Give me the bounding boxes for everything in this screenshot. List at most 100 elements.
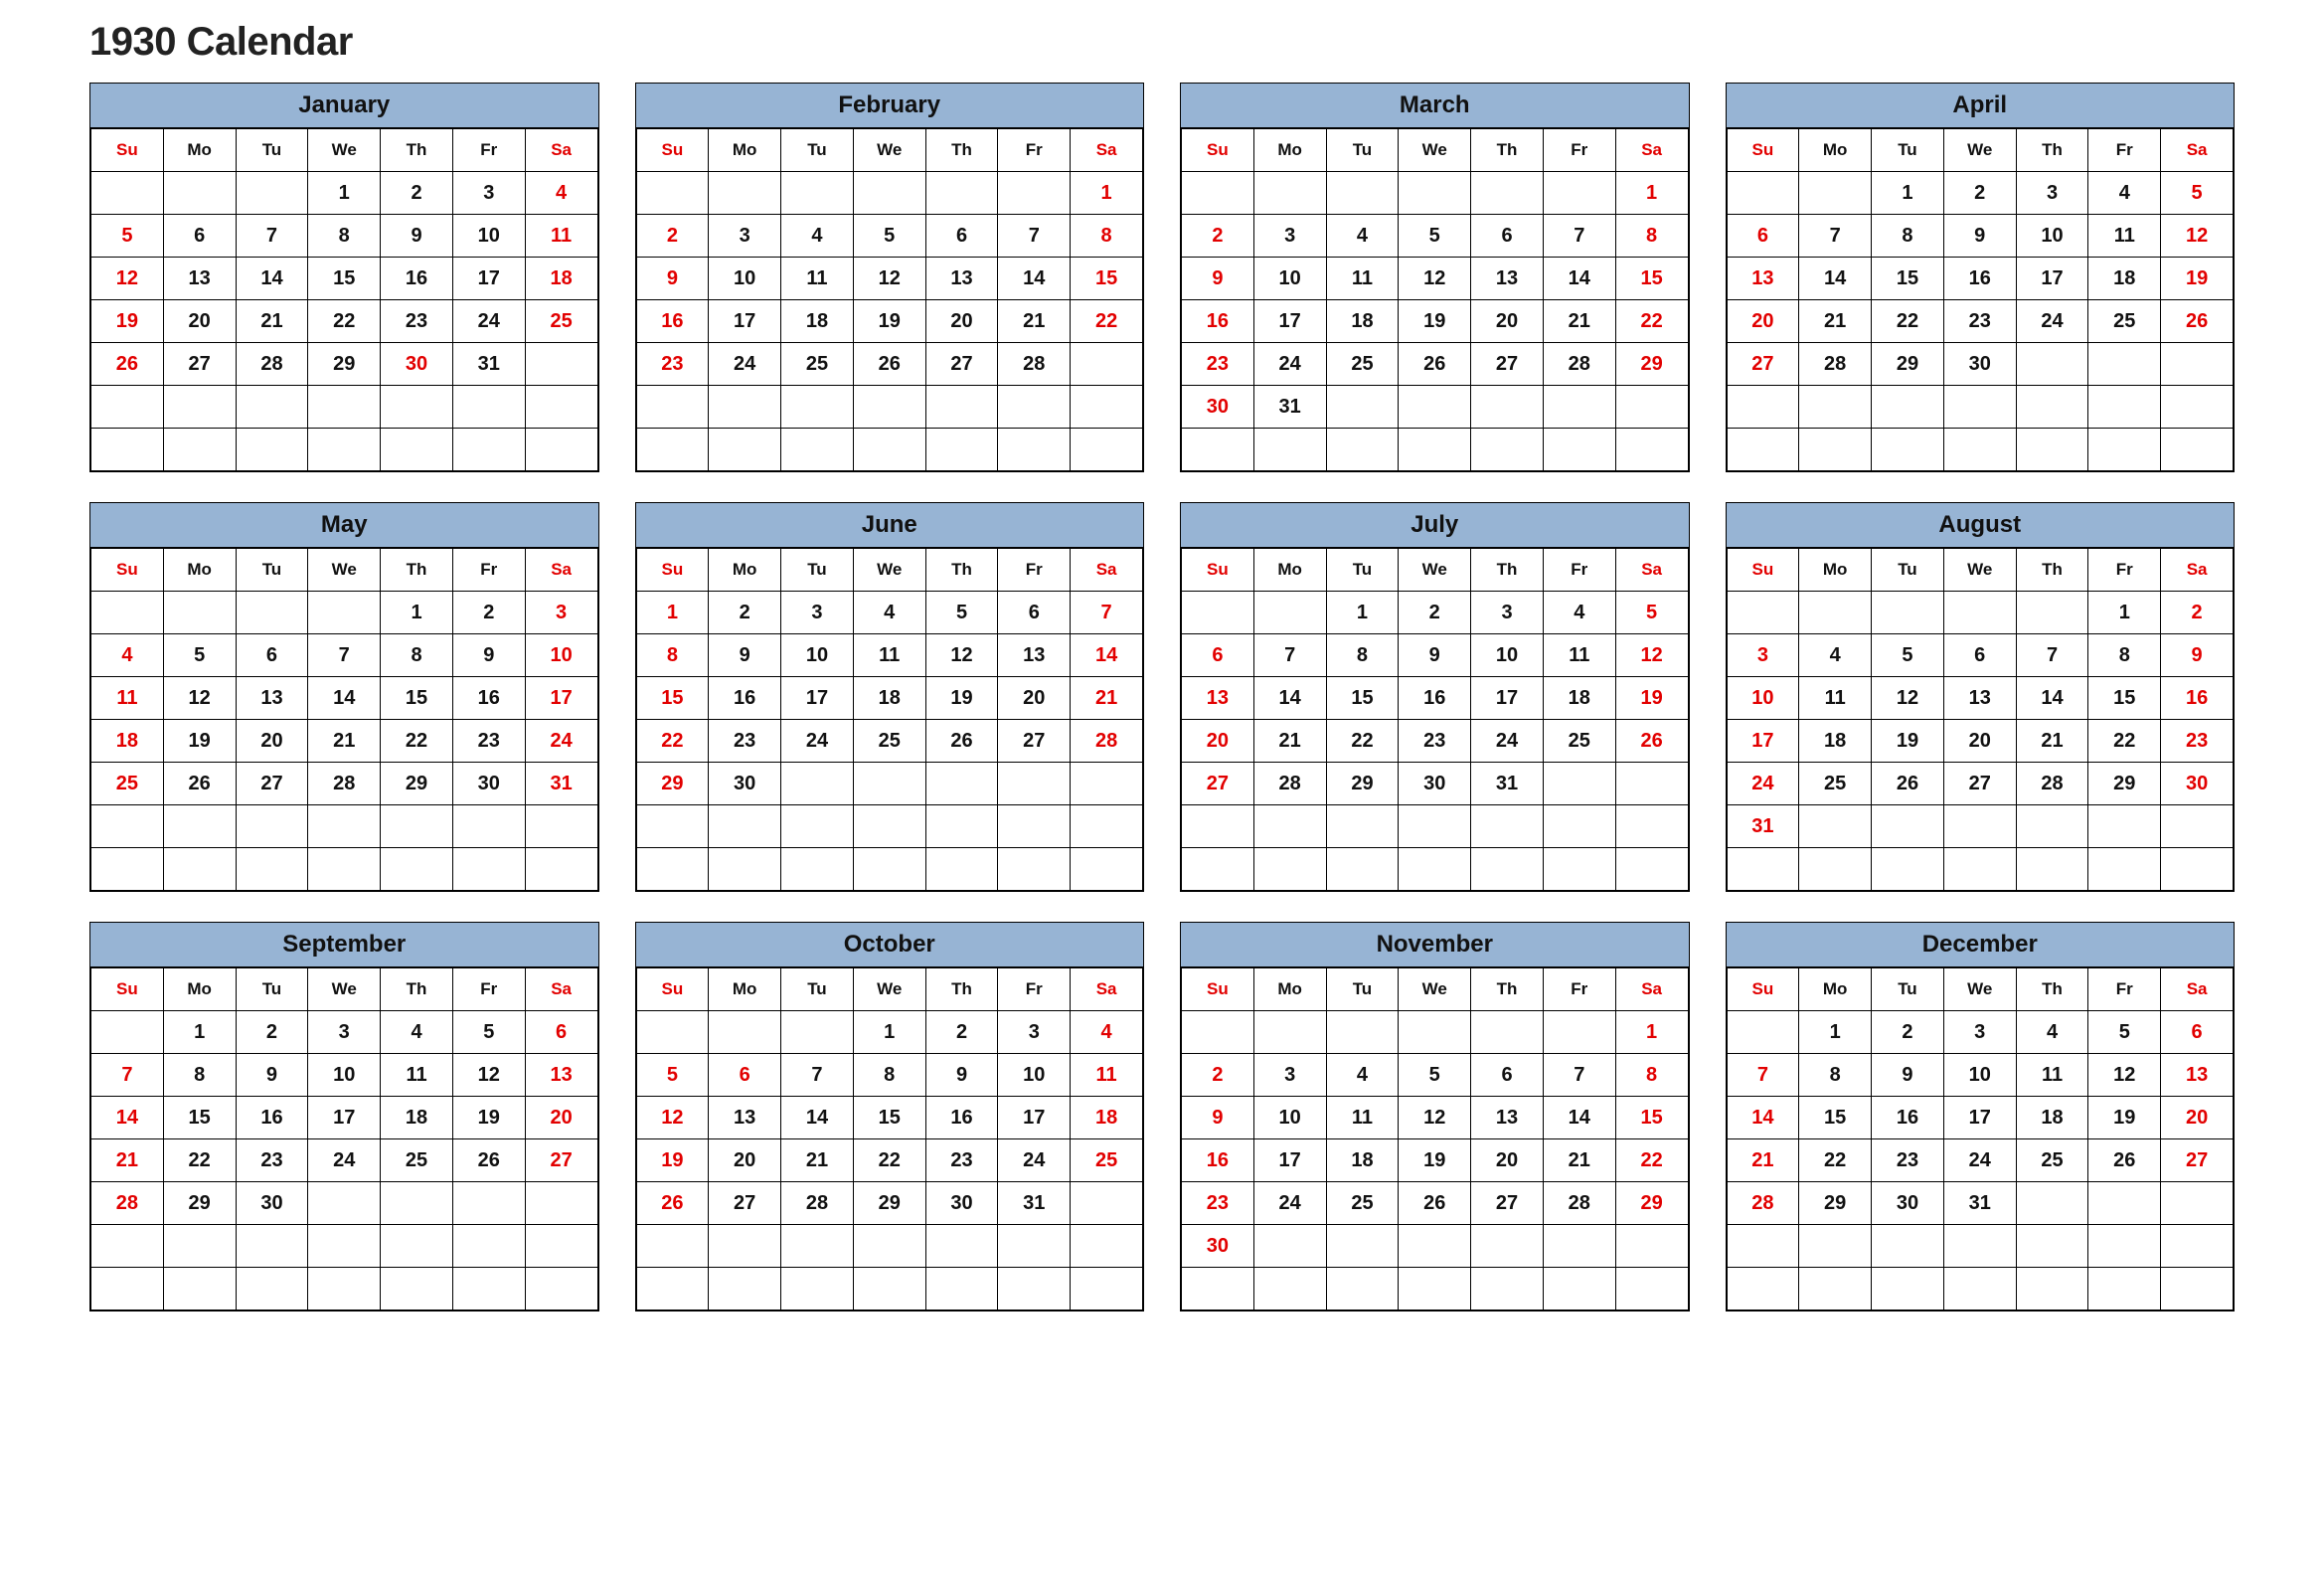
day-cell — [91, 1225, 164, 1268]
dayhead-su: Su — [636, 129, 709, 172]
dayhead-mo: Mo — [1253, 549, 1326, 592]
day-cell: 2 — [925, 1011, 998, 1054]
day-cell: 6 — [709, 1054, 781, 1097]
day-cell: 19 — [636, 1139, 709, 1182]
dayhead-sa: Sa — [525, 968, 597, 1011]
dayhead-sa: Sa — [1615, 968, 1688, 1011]
day-cell — [709, 386, 781, 429]
day-cell: 14 — [1253, 677, 1326, 720]
day-cell: 29 — [1615, 1182, 1688, 1225]
day-cell: 24 — [1727, 763, 1799, 805]
day-cell: 21 — [1799, 300, 1872, 343]
day-cell: 29 — [1615, 343, 1688, 386]
day-cell: 24 — [1253, 343, 1326, 386]
dayhead-th: Th — [2016, 129, 2088, 172]
month-december: DecemberSuMoTuWeThFrSa123456789101112131… — [1726, 922, 2236, 1311]
day-cell: 18 — [1543, 677, 1615, 720]
day-cell: 14 — [236, 258, 308, 300]
day-cell: 22 — [1615, 300, 1688, 343]
dayhead-sa: Sa — [525, 549, 597, 592]
day-cell: 10 — [709, 258, 781, 300]
day-cell — [2016, 386, 2088, 429]
day-cell — [1253, 1225, 1326, 1268]
day-cell: 13 — [163, 258, 236, 300]
day-cell — [1943, 848, 2016, 891]
day-cell: 13 — [998, 634, 1071, 677]
day-cell — [1399, 848, 1471, 891]
day-cell: 12 — [925, 634, 998, 677]
day-cell: 17 — [452, 258, 525, 300]
day-cell: 20 — [1943, 720, 2016, 763]
day-cell: 6 — [1727, 215, 1799, 258]
day-cell — [1471, 1011, 1544, 1054]
day-cell: 13 — [1182, 677, 1254, 720]
day-cell: 3 — [709, 215, 781, 258]
day-cell: 21 — [1253, 720, 1326, 763]
day-cell — [236, 429, 308, 471]
day-cell — [308, 1182, 381, 1225]
day-cell: 11 — [525, 215, 597, 258]
day-cell — [91, 848, 164, 891]
month-may: MaySuMoTuWeThFrSa12345678910111213141516… — [89, 502, 599, 892]
day-cell: 29 — [1326, 763, 1399, 805]
day-cell: 23 — [1182, 343, 1254, 386]
day-cell: 17 — [1943, 1097, 2016, 1139]
dayhead-mo: Mo — [709, 968, 781, 1011]
day-cell: 11 — [1543, 634, 1615, 677]
day-cell: 21 — [1543, 300, 1615, 343]
dayhead-su: Su — [1727, 549, 1799, 592]
day-cell — [2088, 1268, 2161, 1311]
day-cell: 25 — [1326, 343, 1399, 386]
day-cell: 25 — [1543, 720, 1615, 763]
day-cell — [998, 848, 1071, 891]
day-cell — [1253, 848, 1326, 891]
day-cell: 15 — [1326, 677, 1399, 720]
day-cell — [452, 1182, 525, 1225]
dayhead-th: Th — [2016, 968, 2088, 1011]
month-table: SuMoTuWeThFrSa12345678910111213141516171… — [90, 548, 598, 891]
day-cell — [1799, 1268, 1872, 1311]
day-cell: 24 — [781, 720, 854, 763]
day-cell: 12 — [1399, 258, 1471, 300]
day-cell — [1799, 805, 1872, 848]
day-cell: 21 — [2016, 720, 2088, 763]
day-cell — [853, 763, 925, 805]
day-cell: 13 — [1727, 258, 1799, 300]
day-cell — [1253, 1011, 1326, 1054]
day-cell: 1 — [1615, 1011, 1688, 1054]
day-cell — [636, 429, 709, 471]
day-cell: 15 — [1799, 1097, 1872, 1139]
day-cell: 20 — [998, 677, 1071, 720]
dayhead-sa: Sa — [2161, 129, 2234, 172]
day-cell: 20 — [925, 300, 998, 343]
day-cell — [1543, 1011, 1615, 1054]
day-cell — [853, 386, 925, 429]
day-cell: 12 — [452, 1054, 525, 1097]
day-cell: 7 — [91, 1054, 164, 1097]
dayhead-tu: Tu — [1872, 549, 1944, 592]
day-cell: 19 — [853, 300, 925, 343]
month-june: JuneSuMoTuWeThFrSa1234567891011121314151… — [635, 502, 1145, 892]
day-cell — [1471, 805, 1544, 848]
day-cell: 22 — [1799, 1139, 1872, 1182]
day-cell — [1071, 1225, 1143, 1268]
day-cell — [1727, 592, 1799, 634]
day-cell — [525, 386, 597, 429]
day-cell: 30 — [381, 343, 453, 386]
day-cell — [1071, 1182, 1143, 1225]
day-cell — [2016, 592, 2088, 634]
day-cell — [2088, 343, 2161, 386]
dayhead-fr: Fr — [452, 549, 525, 592]
day-cell: 27 — [2161, 1139, 2234, 1182]
month-table: SuMoTuWeThFrSa12345678910111213141516171… — [1181, 548, 1689, 891]
day-cell — [709, 1268, 781, 1311]
day-cell — [2088, 848, 2161, 891]
day-cell — [709, 805, 781, 848]
day-cell — [236, 1225, 308, 1268]
day-cell — [1872, 386, 1944, 429]
day-cell: 5 — [2161, 172, 2234, 215]
day-cell — [2016, 429, 2088, 471]
dayhead-fr: Fr — [2088, 968, 2161, 1011]
day-cell — [1253, 429, 1326, 471]
day-cell — [1615, 1268, 1688, 1311]
